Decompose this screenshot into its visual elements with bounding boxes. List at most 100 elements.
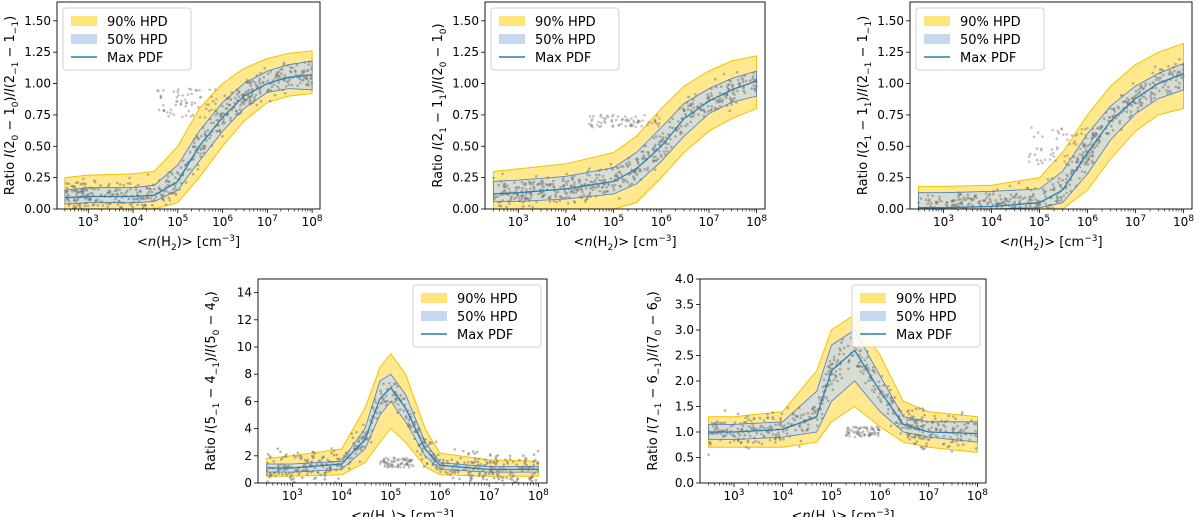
sample-point (1114, 117, 1118, 120)
sample-point (236, 92, 239, 96)
sample-point (777, 423, 780, 426)
sample-point (1179, 71, 1182, 74)
sample-point (853, 430, 857, 434)
sample-point (711, 424, 715, 428)
sample-point (1004, 216, 1007, 219)
sample-point (1054, 199, 1058, 203)
sample-point (657, 142, 661, 146)
sample-point (710, 87, 713, 90)
sample-point (277, 87, 281, 90)
sample-point (1091, 133, 1095, 137)
sample-point (767, 426, 770, 430)
sample-point (179, 103, 182, 106)
sample-point (638, 167, 641, 171)
legend-label: 50% HPD (535, 33, 596, 48)
sample-point (626, 180, 629, 184)
sample-point (384, 403, 388, 407)
sample-point (335, 453, 338, 457)
sample-point (177, 88, 180, 91)
sample-point (1049, 153, 1053, 156)
sample-point (1084, 161, 1087, 164)
sample-point (1111, 115, 1114, 118)
sample-point (562, 184, 565, 187)
sample-point (611, 115, 614, 118)
sample-point (941, 211, 944, 214)
sample-point (409, 426, 412, 430)
sample-point (706, 105, 710, 108)
sample-point (497, 201, 500, 204)
sample-point (1158, 71, 1162, 75)
sample-point (1181, 68, 1185, 71)
x-axis-label: <n(H2)> [cm−3] (137, 234, 240, 253)
sample-point (88, 186, 92, 190)
chart-panel-2: 103 104 105 106 107 1080.000.250.500.751.001.… (431, 1, 767, 253)
sample-point (641, 157, 644, 161)
sample-point (566, 179, 570, 183)
sample-point (521, 186, 524, 190)
sample-point (531, 182, 535, 185)
sample-point (372, 407, 375, 410)
sample-point (782, 424, 786, 427)
sample-point (722, 72, 726, 76)
sample-point (739, 422, 743, 425)
sample-point (1087, 143, 1091, 147)
sample-point (526, 197, 530, 201)
axes-frame (909, 1, 1193, 210)
sample-point (597, 169, 600, 172)
sample-point (459, 456, 463, 460)
sample-point (762, 419, 766, 422)
sample-point (617, 124, 621, 127)
sample-point (591, 188, 594, 191)
sample-point (436, 453, 440, 457)
sample-point (537, 193, 540, 196)
x-tick-label: 105 (603, 214, 624, 229)
sample-point (310, 454, 314, 458)
sample-point (128, 176, 131, 180)
sample-point (135, 197, 139, 201)
max-pdf-line (493, 80, 757, 195)
sample-point (123, 211, 126, 214)
sample-point (382, 459, 386, 463)
sample-point (482, 474, 486, 478)
sample-point (799, 439, 803, 443)
sample-point (379, 402, 383, 405)
sample-point (270, 85, 274, 89)
sample-point (295, 470, 298, 473)
sample-point (609, 162, 613, 166)
sample-point (605, 190, 609, 193)
sample-point (956, 216, 959, 219)
sample-point (670, 145, 673, 149)
legend-label: 90% HPD (960, 15, 1021, 30)
sample-point (533, 471, 536, 475)
sample-point (199, 152, 202, 155)
sample-point (265, 469, 269, 472)
sample-point (857, 365, 861, 369)
sample-point (272, 459, 276, 463)
sample-point (779, 438, 782, 442)
sample-point (1074, 143, 1078, 146)
sample-point (831, 388, 835, 392)
sample-point (1062, 194, 1066, 198)
sample-point (218, 129, 222, 132)
sample-point (934, 417, 937, 421)
sample-point (848, 428, 852, 432)
sample-point (654, 159, 658, 162)
sample-point (1129, 110, 1133, 113)
sample-point (757, 440, 761, 444)
sample-point (710, 94, 714, 97)
sample-point (517, 466, 521, 469)
sample-point (1173, 69, 1176, 73)
y-tick-label: 0.00 (877, 202, 904, 216)
sample-point (847, 367, 850, 371)
sample-point (994, 199, 998, 202)
sample-point (192, 145, 195, 148)
sample-point (138, 196, 141, 199)
sample-point (293, 456, 297, 459)
sample-point (187, 109, 191, 113)
chart-panel-3: 103 104 105 106 107 1080.000.250.500.751.001.… (856, 1, 1194, 253)
sample-point (854, 425, 858, 429)
sample-point (280, 72, 283, 75)
y-tick-label: 0.75 (877, 108, 904, 122)
sample-point (76, 198, 79, 202)
sample-point (618, 170, 622, 174)
